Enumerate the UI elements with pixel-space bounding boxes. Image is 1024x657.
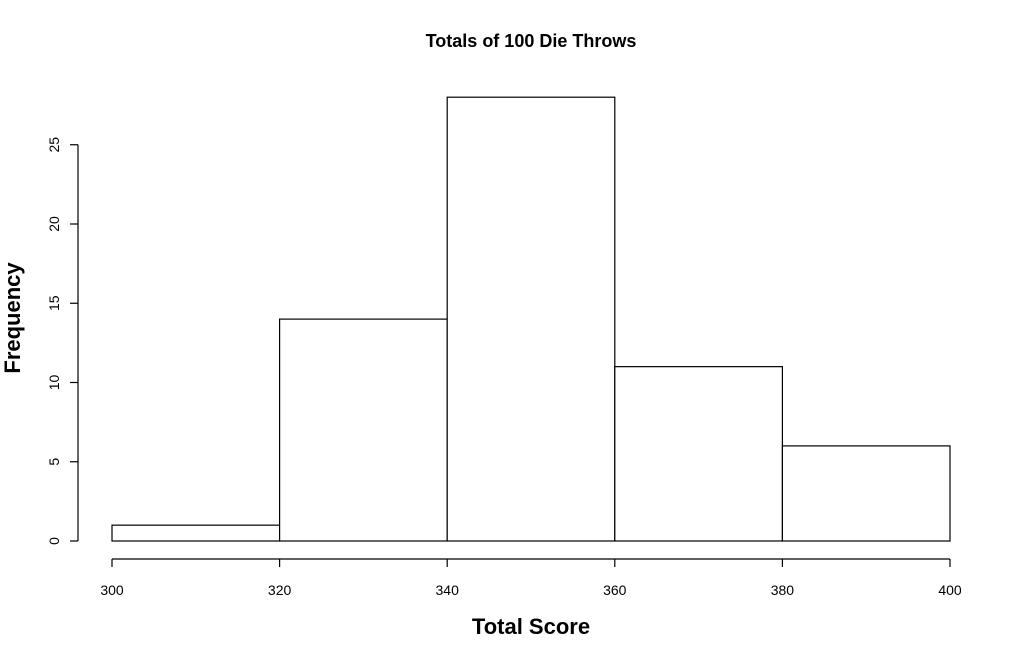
- bars-group: [111, 96, 951, 542]
- histogram-bar: [446, 96, 616, 542]
- x-tick-label: 380: [771, 582, 795, 598]
- y-axis-label: Frequency: [0, 262, 25, 374]
- x-tick-label: 300: [100, 582, 124, 598]
- y-tick-label: 5: [46, 458, 62, 466]
- y-tick-label: 15: [46, 295, 62, 311]
- x-axis-label: Total Score: [472, 614, 590, 639]
- y-axis: 0 5 10 15 20 25: [46, 137, 79, 545]
- x-tick-label: 320: [268, 582, 292, 598]
- histogram-bar: [279, 318, 448, 542]
- histogram-bar: [111, 524, 281, 542]
- x-tick-label: 360: [603, 582, 627, 598]
- x-axis: 300 320 340 360 380 400: [100, 558, 962, 598]
- histogram-bar: [781, 445, 951, 542]
- chart-title: Totals of 100 Die Throws: [426, 31, 637, 51]
- histogram-bar: [614, 366, 783, 542]
- y-tick-label: 25: [46, 137, 62, 153]
- y-tick-label: 20: [46, 216, 62, 232]
- x-tick-label: 340: [436, 582, 460, 598]
- y-tick-label: 0: [46, 537, 62, 545]
- y-tick-label: 10: [46, 375, 62, 391]
- x-tick-label: 400: [938, 582, 962, 598]
